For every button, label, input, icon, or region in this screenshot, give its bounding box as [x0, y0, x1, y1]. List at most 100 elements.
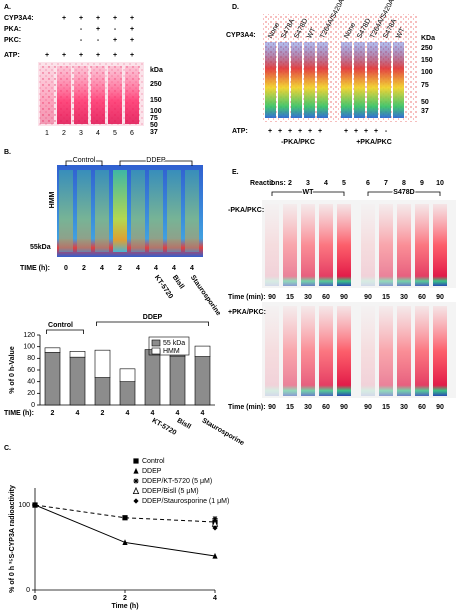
x-tick-label: 4	[126, 410, 130, 417]
gel-lane	[185, 170, 199, 252]
atp-sign: +	[344, 128, 348, 135]
time-value: 90	[340, 294, 348, 301]
x-tick-label: 2	[51, 410, 55, 417]
gel-lane	[278, 42, 289, 118]
time-value: 15	[286, 294, 294, 301]
bar-segment	[194, 356, 211, 406]
x-tick-label: 4	[213, 595, 217, 602]
time-value: 15	[382, 294, 390, 301]
lane-sign: -	[114, 26, 117, 33]
time-value: 2	[118, 265, 122, 272]
x-tick-label: 4	[76, 410, 80, 417]
kda-label: 100	[150, 108, 162, 115]
marker	[122, 515, 128, 521]
gel-lane	[74, 66, 88, 124]
gel-lane	[319, 204, 333, 286]
time-value: 60	[418, 294, 426, 301]
marker	[212, 552, 218, 559]
kda-label: 37	[150, 129, 158, 136]
x-tick-label: 2	[123, 595, 127, 602]
reactions-label: Reactions:	[250, 180, 286, 187]
gel-lane	[337, 204, 351, 286]
panel-label: E.	[232, 169, 239, 176]
time-value: 30	[304, 294, 312, 301]
lane-number: 5	[113, 130, 117, 137]
gel-lane	[361, 306, 375, 396]
panel-label: C.	[4, 445, 11, 452]
condition-label: -PKA/PKC:	[228, 207, 264, 214]
bar-segment	[94, 377, 111, 406]
gel-lane	[95, 170, 109, 252]
legend-swatch	[151, 347, 161, 355]
gel-lane	[319, 306, 333, 396]
gel-lane	[415, 306, 429, 396]
time-value: 4	[172, 265, 176, 272]
hmm-label: HMM	[49, 191, 56, 208]
lane-sign: -	[80, 37, 83, 44]
legend-marker	[133, 458, 139, 464]
gel-lane	[131, 170, 145, 252]
gel-lane	[397, 204, 411, 286]
reaction-number: 7	[384, 180, 388, 187]
atp-sign: +	[354, 128, 358, 135]
lane-number: 4	[96, 130, 100, 137]
atp-sign: +	[278, 128, 282, 135]
gel-lane	[301, 204, 315, 286]
lane-sign: +	[62, 15, 66, 22]
y-tick-label: 40	[27, 379, 35, 386]
gel-lane	[380, 42, 391, 118]
kda-label: 150	[150, 97, 162, 104]
legend-label: DDEP/Bisll (5 μM)	[142, 488, 199, 495]
panel-label: B.	[4, 149, 11, 156]
lane-number: 2	[62, 130, 66, 137]
gel-lane	[125, 66, 139, 124]
time-value: 15	[382, 404, 390, 411]
legend-label: HMM	[163, 348, 180, 355]
y-axis-label: % of 0 h ³⁵S-CYP3A radioactivity	[9, 485, 16, 593]
legend-marker	[133, 498, 139, 504]
time-value: 4	[100, 265, 104, 272]
reaction-number: 5	[342, 180, 346, 187]
gel-lane	[149, 170, 163, 252]
bar-segment	[69, 356, 86, 406]
gel-lane	[415, 204, 429, 286]
gel-lane	[167, 170, 181, 252]
reaction-number: 1	[270, 180, 274, 187]
time-label: TIME (h):	[20, 265, 50, 272]
gel-lane	[433, 204, 447, 286]
panel-label: D.	[232, 4, 239, 11]
variant-bracket	[271, 191, 345, 196]
variant-bracket	[367, 191, 441, 196]
lane-number: 3	[79, 130, 83, 137]
bar-segment	[119, 368, 136, 382]
gel-lane	[265, 42, 276, 118]
kda-label: 75	[421, 82, 429, 89]
reaction-number: 9	[420, 180, 424, 187]
gel-lane	[283, 306, 297, 396]
lane-sign: +	[96, 52, 100, 59]
series-line	[34, 504, 216, 523]
time-value: 90	[340, 404, 348, 411]
atp-sign: +	[318, 128, 322, 135]
gel-lane	[91, 66, 105, 124]
bar-segment	[69, 351, 86, 358]
y-tick-label: 80	[27, 355, 35, 362]
gel-lane	[361, 204, 375, 286]
time-value: 4	[190, 265, 194, 272]
marker	[212, 525, 218, 531]
legend-marker	[133, 467, 139, 474]
sample-name: WT	[395, 26, 407, 40]
gel-lane	[397, 306, 411, 396]
gel-lane	[291, 42, 302, 118]
atp-label: ATP:	[232, 128, 248, 135]
y-tick-label: 100	[23, 344, 35, 351]
marker-label: 55kDa	[30, 244, 51, 251]
gel-lane	[108, 66, 122, 124]
time-value: 30	[400, 404, 408, 411]
lane-number: 1	[45, 130, 49, 137]
x-axis-label: Time (h)	[111, 603, 138, 610]
kda-label: 50	[421, 99, 429, 106]
gel-lane	[317, 42, 328, 118]
reaction-number: 10	[436, 180, 444, 187]
